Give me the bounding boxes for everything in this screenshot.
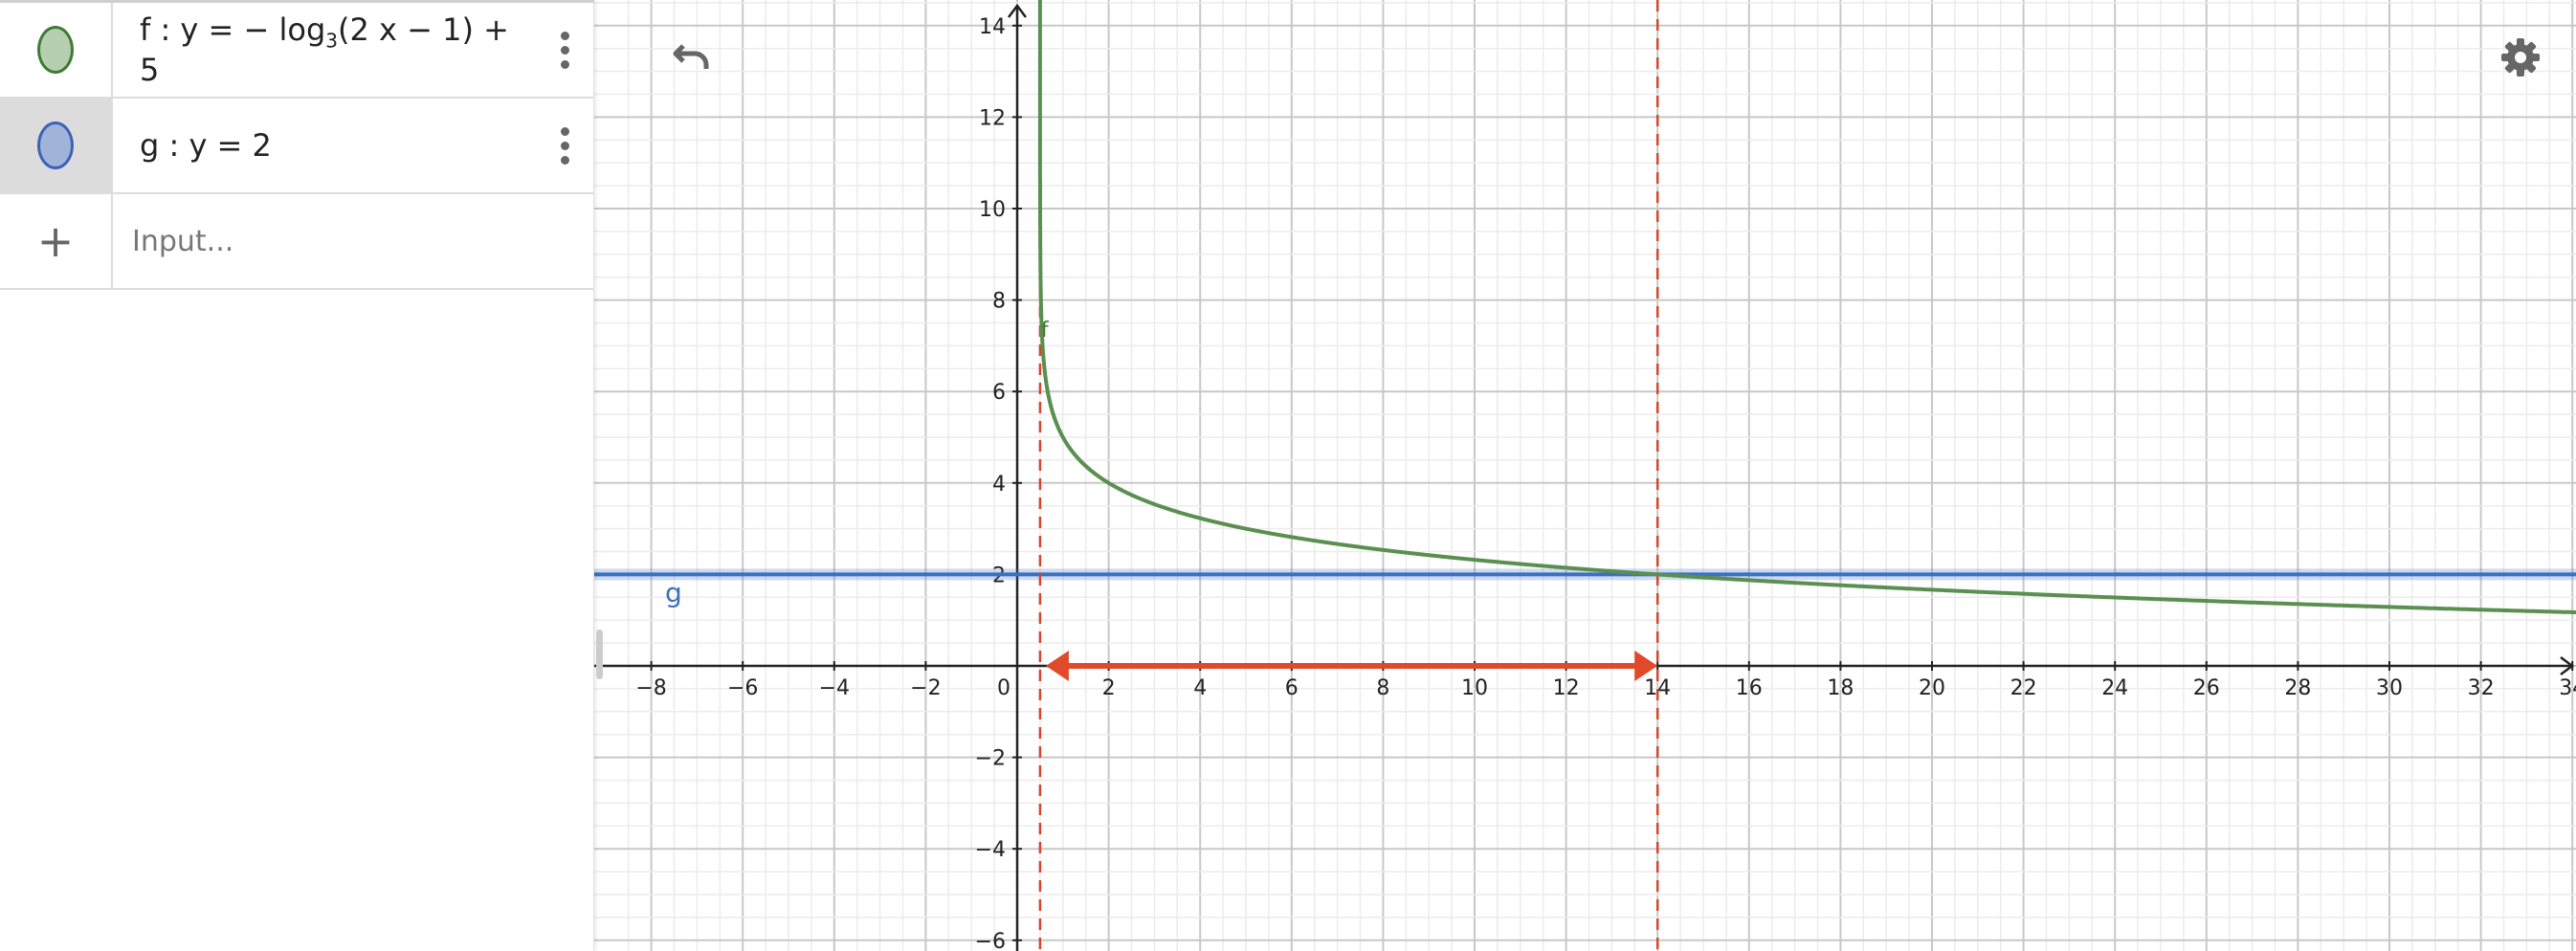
visibility-toggle-g[interactable] <box>37 122 74 169</box>
x-tick-label: 34 <box>2559 676 2576 700</box>
input-field[interactable]: Input... <box>132 224 234 258</box>
x-tick-label: 2 <box>1102 676 1116 700</box>
x-tick-label: 12 <box>1553 676 1580 700</box>
x-tick-label: 8 <box>1376 676 1389 700</box>
x-tick-label: −4 <box>819 676 850 700</box>
undo-icon[interactable] <box>670 36 714 75</box>
y-tick-label: −6 <box>975 930 1006 951</box>
g-label: g <box>665 577 682 608</box>
f-curve <box>1037 0 2576 615</box>
interval-arrow-right-head <box>1634 651 1658 681</box>
y-tick-label: −4 <box>975 838 1006 862</box>
y-tick-label: 10 <box>979 198 1006 222</box>
x-tick-label: −2 <box>910 676 941 700</box>
x-tick-label: 16 <box>1736 676 1763 700</box>
x-tick-label: 28 <box>2284 676 2311 700</box>
interval-arrow-left-head <box>1045 651 1069 681</box>
y-tick-label: 4 <box>992 473 1006 497</box>
expression-g[interactable]: g : y = 2 <box>140 127 272 164</box>
x-tick-label: 26 <box>2193 676 2220 700</box>
y-tick-label: 14 <box>979 15 1006 39</box>
x-tick-label: 32 <box>2468 676 2495 700</box>
y-tick-label: 6 <box>992 381 1006 405</box>
algebra-panel: f : y = − log3(2 x − 1) + 5 g : y = 2 + … <box>0 0 594 951</box>
f-label: f <box>1041 319 1050 343</box>
x-tick-label: 24 <box>2101 676 2128 700</box>
input-row[interactable]: + Input... <box>0 194 593 290</box>
gear-icon[interactable] <box>2499 36 2542 78</box>
x-tick-label: 6 <box>1285 676 1299 700</box>
x-tick-label: 10 <box>1461 676 1488 700</box>
more-menu-icon[interactable] <box>536 126 593 165</box>
y-tick-label: −2 <box>975 747 1006 771</box>
algebra-item-g[interactable]: g : y = 2 <box>0 99 593 194</box>
y-tick-label: 12 <box>979 106 1006 130</box>
algebra-item-f[interactable]: f : y = − log3(2 x − 1) + 5 <box>0 3 593 99</box>
x-tick-label: 22 <box>2010 676 2037 700</box>
x-tick-label: −8 <box>635 676 666 700</box>
x-tick-label: 30 <box>2376 676 2403 700</box>
more-menu-icon[interactable] <box>536 31 593 69</box>
y-tick-label: 8 <box>992 290 1006 314</box>
visibility-toggle-f[interactable] <box>37 26 74 74</box>
panel-resize-handle[interactable] <box>596 630 603 679</box>
plus-icon[interactable]: + <box>36 215 75 267</box>
x-tick-label: −6 <box>727 676 758 700</box>
x-tick-label: 18 <box>1827 676 1854 700</box>
x-tick-label: 20 <box>1919 676 1945 700</box>
x-tick-label: 0 <box>997 676 1010 700</box>
y-axis-arrow <box>1008 3 1027 18</box>
x-tick-label: 4 <box>1193 676 1207 700</box>
expression-f[interactable]: f : y = − log3(2 x − 1) + 5 <box>140 11 509 89</box>
